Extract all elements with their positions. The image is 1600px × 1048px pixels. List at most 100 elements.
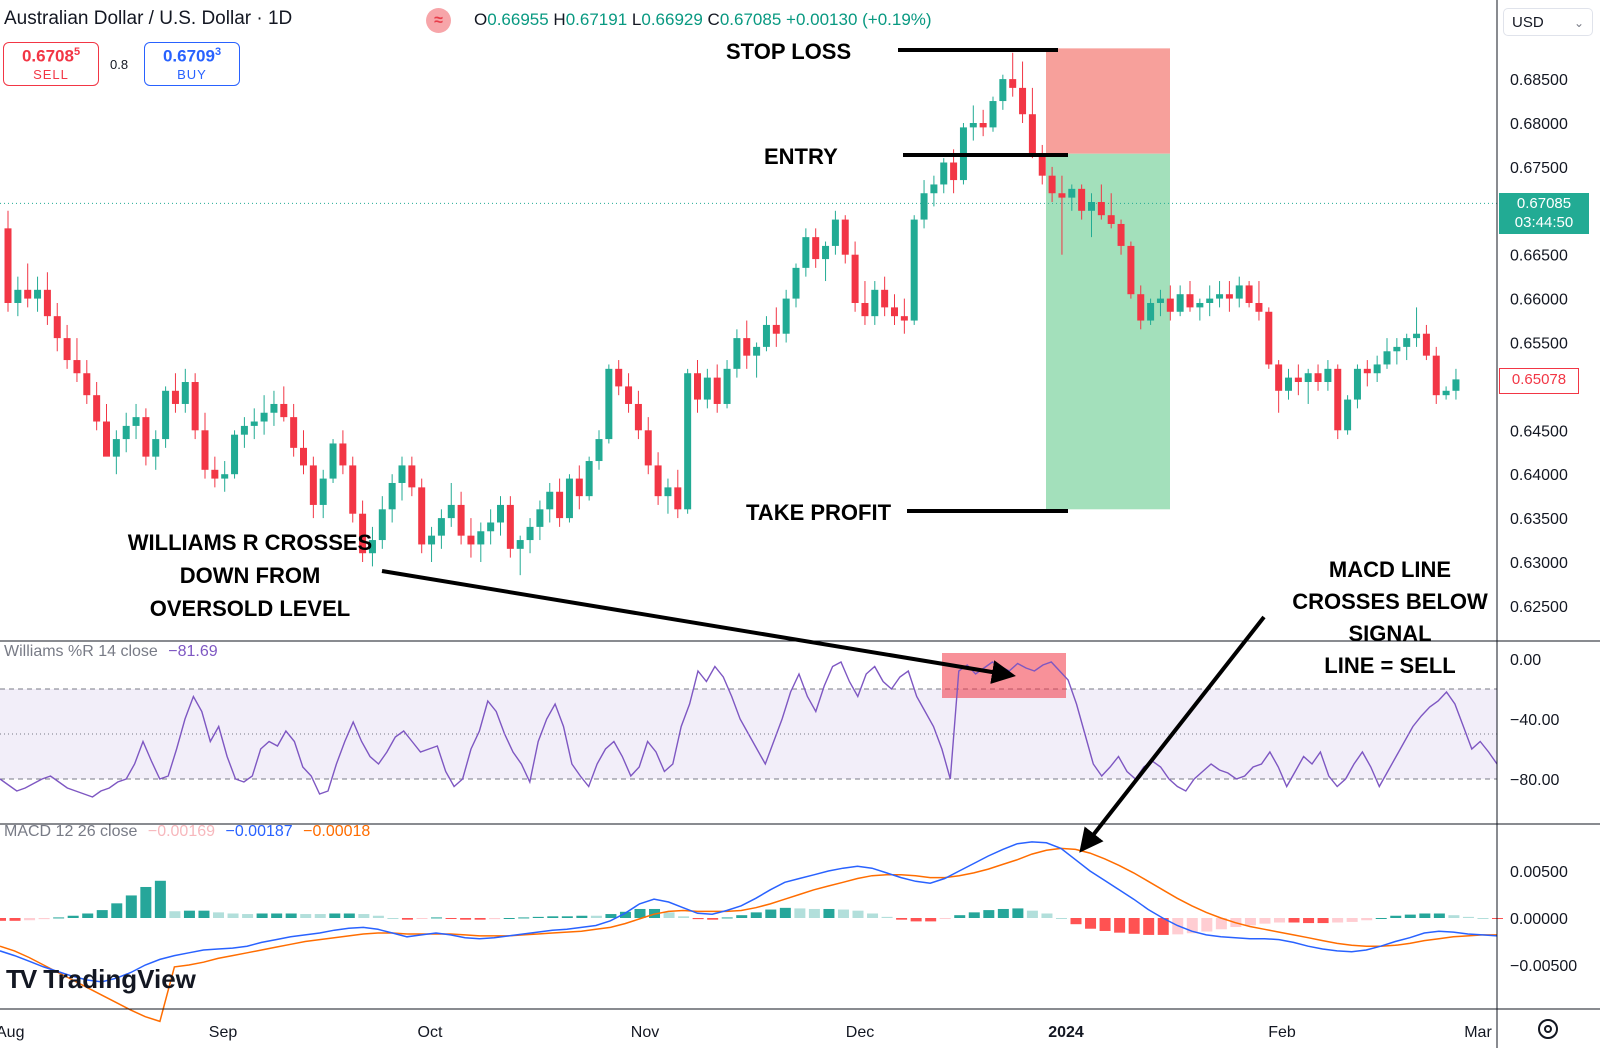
macd-histogram-bar bbox=[474, 918, 486, 920]
time-tick-label: 2024 bbox=[1048, 1024, 1084, 1041]
candle-body bbox=[1127, 245, 1135, 295]
candle-body bbox=[73, 360, 81, 374]
candle-body bbox=[1413, 333, 1421, 339]
macd-histogram-bar bbox=[372, 915, 384, 918]
macd-histogram-bar bbox=[1114, 918, 1126, 933]
macd-histogram-bar bbox=[387, 918, 399, 919]
chevron-down-icon: ⌄ bbox=[1573, 16, 1584, 30]
macd-histogram-bar bbox=[431, 917, 443, 919]
macd-note-line: CROSSES BELOW bbox=[1292, 589, 1488, 614]
candle-body bbox=[93, 395, 101, 422]
candle-body bbox=[1235, 285, 1243, 299]
settings-icon[interactable] bbox=[1538, 1019, 1558, 1039]
candle-body bbox=[300, 447, 307, 466]
macd-histogram-bar bbox=[1143, 918, 1155, 935]
macd-histogram-bar bbox=[765, 909, 777, 918]
sell-label: SELL bbox=[33, 66, 69, 82]
candle-body bbox=[1038, 153, 1046, 176]
macd-histogram-bar bbox=[852, 910, 864, 918]
candle-body bbox=[684, 373, 692, 510]
macd-title: MACD 12 26 close bbox=[4, 823, 138, 840]
last-price-badge: 0.65078 bbox=[1499, 368, 1579, 394]
candle-body bbox=[1097, 202, 1105, 216]
candle-body bbox=[1245, 285, 1253, 303]
macd-histogram-bar bbox=[721, 917, 733, 919]
williams-legend: Williams %R 14 close −81.69 bbox=[4, 643, 218, 661]
high-label: H bbox=[553, 10, 566, 29]
macd-histogram-bar bbox=[692, 918, 704, 920]
candle-body bbox=[201, 430, 209, 470]
macd-histogram-bar bbox=[605, 914, 617, 918]
macd-histogram-bar bbox=[808, 908, 820, 918]
macd-histogram-bar bbox=[983, 910, 995, 918]
candle-body bbox=[1383, 351, 1391, 365]
candle-body bbox=[359, 513, 367, 554]
price-tick-label: 0.64000 bbox=[1510, 467, 1568, 484]
williams-tick-label: −40.00 bbox=[1510, 712, 1559, 729]
macd-histogram-bar bbox=[300, 914, 312, 918]
macd-histogram-bar bbox=[1303, 918, 1315, 924]
candle-body bbox=[1009, 79, 1017, 88]
macd-histogram-bar bbox=[24, 918, 36, 921]
williams-r-pane bbox=[0, 653, 1498, 798]
macd-histogram-bar bbox=[1448, 915, 1460, 918]
price-tick-label: 0.68000 bbox=[1510, 116, 1568, 133]
price-tick-label: 0.63500 bbox=[1510, 511, 1568, 528]
candle-body bbox=[1334, 368, 1342, 431]
candle-body bbox=[349, 465, 357, 514]
candle-body bbox=[1088, 202, 1095, 211]
candle-body bbox=[1255, 302, 1263, 312]
time-tick-label: Nov bbox=[631, 1024, 659, 1041]
candle-body bbox=[565, 478, 573, 519]
macd-histogram-bar bbox=[634, 908, 646, 918]
price-tick-label: 0.66500 bbox=[1510, 248, 1568, 265]
candle-body bbox=[654, 465, 662, 497]
tradingview-logo[interactable]: TV TradingView bbox=[6, 964, 196, 995]
candle-body bbox=[536, 509, 544, 527]
macd-histogram-bar bbox=[140, 886, 152, 918]
macd-histogram-bar bbox=[1404, 914, 1416, 918]
macd-histogram-bar bbox=[125, 895, 137, 918]
candle-body bbox=[871, 289, 879, 317]
annotations: STOP LOSS ENTRY TAKE PROFIT WILLIAMS R CROS… bbox=[128, 39, 1488, 853]
time-tick-label: Feb bbox=[1268, 1024, 1296, 1041]
symbol-title[interactable]: Australian Dollar / U.S. Dollar · 1D bbox=[4, 8, 293, 29]
candle-body bbox=[171, 390, 179, 404]
macd-histogram-bar bbox=[518, 917, 530, 919]
macd-histogram-bar bbox=[213, 912, 225, 918]
sell-price: 0.6708 bbox=[21, 46, 74, 66]
macd-histogram-bar bbox=[532, 916, 544, 918]
macd-histogram-bar bbox=[1361, 918, 1373, 921]
candle-body bbox=[585, 461, 593, 497]
price-tick-label: 0.65500 bbox=[1510, 336, 1568, 353]
candle-body bbox=[920, 193, 928, 220]
candle-body bbox=[1373, 364, 1381, 374]
time-tick-label: Oct bbox=[418, 1024, 443, 1041]
macd-histogram-bar bbox=[1157, 918, 1169, 935]
macd-tick-label: −0.00500 bbox=[1510, 958, 1577, 975]
macd-histogram-bar bbox=[736, 915, 748, 918]
candle-body bbox=[63, 338, 71, 361]
macd-histogram-bar bbox=[619, 911, 631, 918]
buy-button[interactable]: 0.67093 BUY bbox=[144, 42, 240, 86]
macd-histogram-bar bbox=[416, 918, 428, 919]
bar-countdown: 03:44:50 bbox=[1514, 214, 1574, 231]
candle-body bbox=[398, 465, 406, 483]
high-value: 0.67191 bbox=[565, 10, 628, 29]
macd-histogram-bar bbox=[779, 907, 791, 918]
candle-body bbox=[14, 289, 22, 303]
candle-body bbox=[634, 403, 642, 431]
williams-title: Williams %R 14 close bbox=[4, 643, 158, 660]
candle-body bbox=[447, 504, 455, 519]
candle-body bbox=[181, 382, 189, 404]
macd-histogram-bar bbox=[1201, 918, 1213, 932]
sell-button[interactable]: 0.67085 SELL bbox=[3, 42, 99, 86]
candle-body bbox=[674, 487, 682, 510]
waves-icon[interactable]: ≈ bbox=[426, 8, 451, 33]
price-pane bbox=[0, 48, 1497, 576]
currency-select[interactable]: USD ⌄ bbox=[1503, 8, 1593, 36]
macd-histogram-bar bbox=[1055, 918, 1067, 919]
macd-note-line: MACD LINE bbox=[1329, 557, 1451, 582]
macd-histogram-bar bbox=[82, 913, 94, 918]
